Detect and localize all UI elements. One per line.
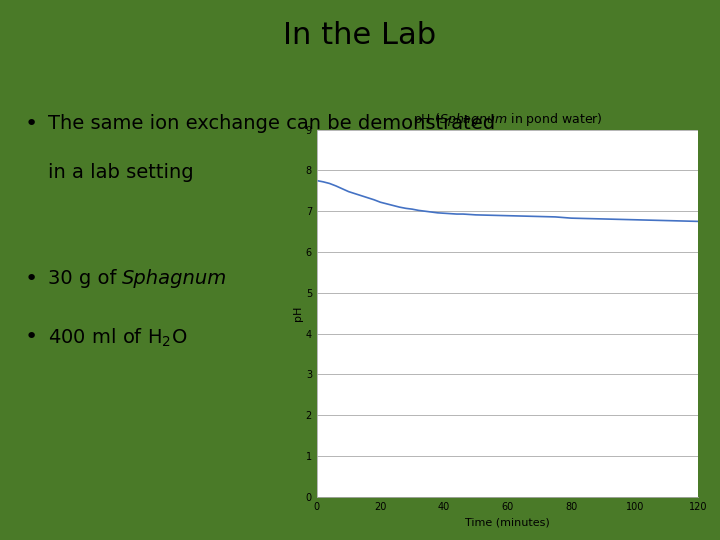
Text: in a lab setting: in a lab setting: [48, 163, 193, 182]
Text: Sphagnum: Sphagnum: [122, 269, 228, 288]
Text: In the Lab: In the Lab: [284, 21, 436, 50]
Text: 30 g of: 30 g of: [48, 269, 122, 288]
Text: The same ion exchange can be demonstrated: The same ion exchange can be demonstrate…: [48, 114, 495, 133]
Y-axis label: pH: pH: [293, 306, 303, 321]
Text: •: •: [24, 114, 37, 134]
Text: 400 ml of H$_2$O: 400 ml of H$_2$O: [48, 327, 187, 349]
Text: •: •: [24, 269, 37, 289]
Text: •: •: [24, 327, 37, 347]
X-axis label: Time (minutes): Time (minutes): [465, 517, 550, 527]
Title: pH ($\it{Sphagnum}$ in pond water): pH ($\it{Sphagnum}$ in pond water): [413, 111, 603, 127]
